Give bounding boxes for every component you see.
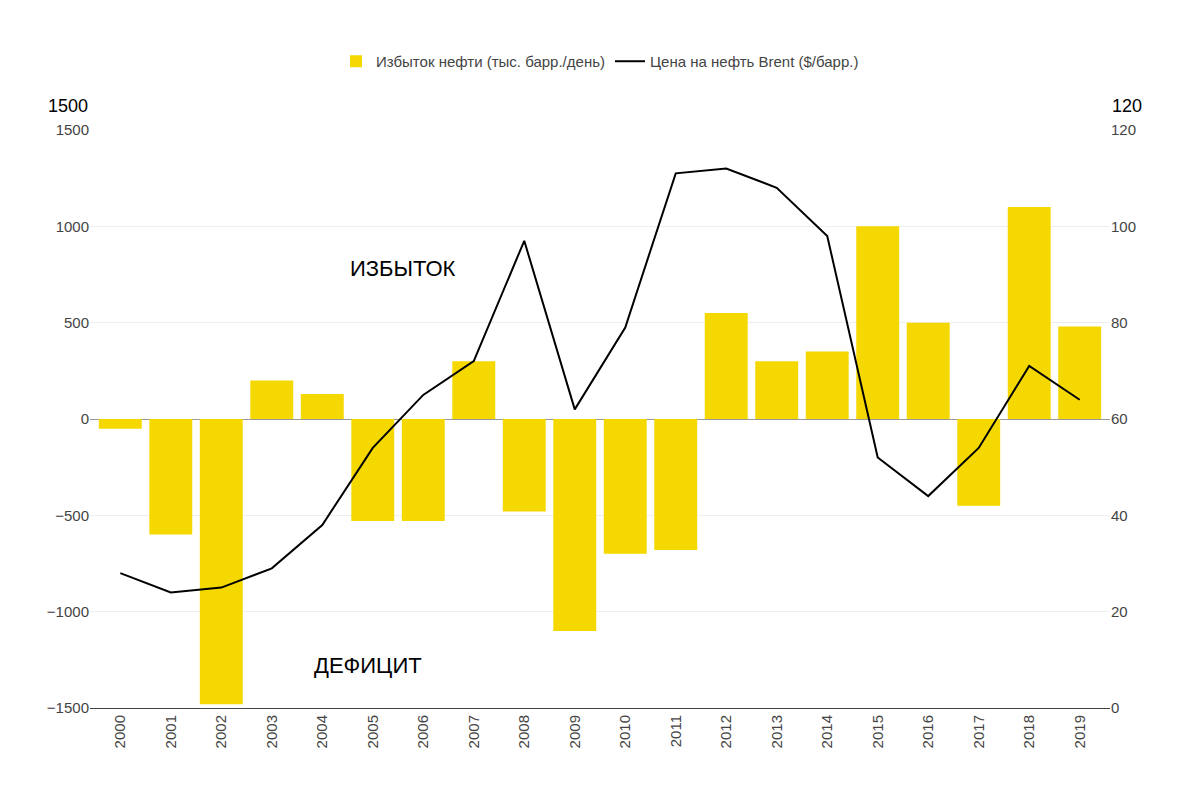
- svg-text:2010: 2010: [616, 715, 633, 748]
- svg-text:2007: 2007: [465, 715, 482, 748]
- svg-text:Избыток нефти (тыс. барр./день: Избыток нефти (тыс. барр./день): [376, 53, 605, 70]
- svg-text:60: 60: [1111, 410, 1128, 427]
- svg-text:2016: 2016: [919, 715, 936, 748]
- svg-text:2009: 2009: [566, 715, 583, 748]
- svg-text:2011: 2011: [667, 715, 684, 747]
- svg-text:120: 120: [1112, 96, 1142, 116]
- svg-text:0: 0: [81, 410, 89, 427]
- svg-text:2013: 2013: [768, 715, 785, 748]
- svg-text:2012: 2012: [717, 715, 734, 748]
- svg-text:120: 120: [1111, 121, 1136, 138]
- svg-text:100: 100: [1111, 218, 1136, 235]
- svg-text:500: 500: [64, 314, 89, 331]
- svg-text:Цена на нефть Brent ($/барр.): Цена на нефть Brent ($/барр.): [650, 53, 858, 70]
- svg-text:2017: 2017: [970, 715, 987, 748]
- svg-text:2003: 2003: [263, 715, 280, 748]
- svg-text:2004: 2004: [313, 715, 330, 748]
- svg-text:1500: 1500: [48, 96, 88, 116]
- svg-text:ИЗБЫТОК: ИЗБЫТОК: [350, 256, 456, 281]
- svg-text:2008: 2008: [515, 715, 532, 748]
- svg-text:80: 80: [1111, 314, 1128, 331]
- svg-text:−1500: −1500: [47, 699, 89, 716]
- svg-text:2005: 2005: [364, 715, 381, 748]
- svg-text:40: 40: [1111, 507, 1128, 524]
- svg-text:−1000: −1000: [47, 603, 89, 620]
- svg-text:2015: 2015: [869, 715, 886, 748]
- svg-text:20: 20: [1111, 603, 1128, 620]
- svg-text:ДЕФИЦИТ: ДЕФИЦИТ: [314, 653, 422, 678]
- svg-text:2014: 2014: [818, 715, 835, 748]
- svg-text:2006: 2006: [414, 715, 431, 748]
- svg-text:1500: 1500: [56, 121, 89, 138]
- svg-text:1000: 1000: [56, 218, 89, 235]
- svg-text:2018: 2018: [1020, 715, 1037, 748]
- svg-text:−500: −500: [55, 507, 89, 524]
- svg-text:2002: 2002: [212, 715, 229, 748]
- svg-text:2001: 2001: [162, 715, 179, 748]
- svg-text:2000: 2000: [111, 715, 128, 748]
- svg-text:0: 0: [1111, 699, 1119, 716]
- svg-text:2019: 2019: [1071, 715, 1088, 748]
